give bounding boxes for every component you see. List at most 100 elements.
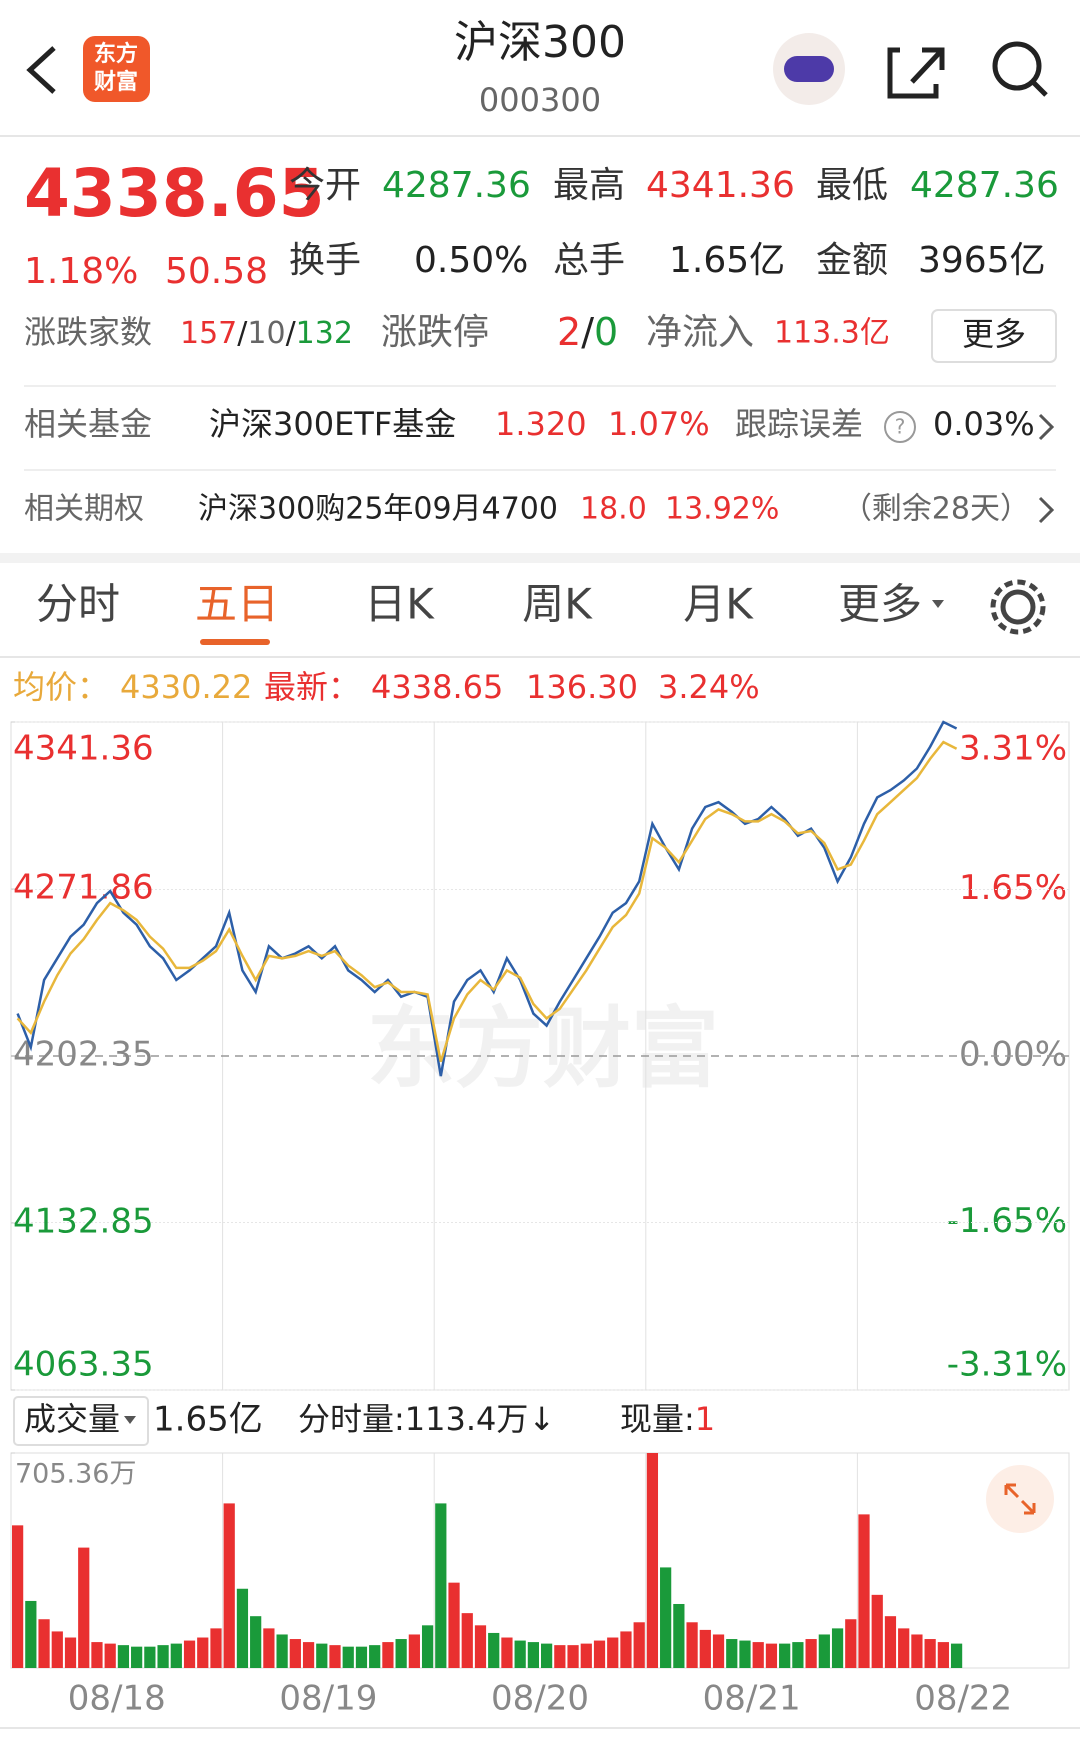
tab[interactable]: 月K [683,580,754,629]
breadth-label: 涨跌家数 [24,313,152,351]
x-tick-label: 08/18 [68,1679,166,1719]
volume-selector[interactable] [13,1396,149,1446]
volume-bar [911,1634,923,1668]
x-tick-label: 08/21 [703,1679,801,1719]
volume-bar [461,1613,473,1668]
volume-bar [12,1525,24,1668]
part: 2 [557,310,581,354]
volume-bar [250,1616,262,1668]
volume-bar [435,1503,447,1668]
volume-bar [157,1645,169,1668]
y-tick-label: 4202.35 [13,1035,154,1075]
volume-bar [554,1645,566,1668]
y2-tick-label: -1.65% [947,1201,1067,1241]
expand-button[interactable] [986,1465,1054,1533]
y-tick-label: 4132.85 [13,1202,154,1242]
field-value: 4341.36 [646,165,795,206]
volume-bar [527,1642,539,1668]
volume-bar [752,1642,764,1668]
part: 157 [180,316,237,351]
volume-bar [845,1619,857,1668]
volume-bar [779,1643,791,1668]
breadth: 157/10/132 [180,316,353,351]
volume-bar [289,1639,301,1668]
settings-teeth [990,579,1046,635]
change-pct: 1.18% [24,251,138,292]
help-mark: ? [895,415,906,439]
volume-bar [514,1640,526,1668]
more-button[interactable] [931,309,1057,363]
volume-bar [104,1643,116,1668]
dropdown-arrow [124,1416,136,1424]
tab[interactable]: 日K [364,580,435,629]
tab[interactable]: 五日 [195,580,279,629]
volume-bar [567,1645,579,1668]
chevron[interactable] [1038,496,1055,524]
part: 0 [594,310,618,354]
volume-bar [858,1514,870,1668]
limit-label: 涨跌停 [381,312,489,353]
price-line [16,740,958,1063]
help-icon[interactable] [884,411,916,443]
legend-change: 136.30 [526,668,638,706]
volume-bar [871,1594,883,1668]
volume-bar [144,1646,156,1668]
tab[interactable]: 更多 [838,580,922,629]
change: 50.58 [165,251,268,292]
price-line [16,720,958,1077]
volume-bar [898,1628,910,1668]
volume-bar [276,1634,288,1668]
volume-bar [91,1642,103,1668]
y2-tick-label: -3.31% [947,1345,1067,1385]
search-icon[interactable] [992,41,1042,91]
fund-name[interactable]: 沪深300ETF基金 [209,405,456,443]
search-handle [1031,80,1048,97]
volume-bar [474,1625,487,1668]
y2-tick-label: 3.31% [959,729,1067,769]
volume-bar [448,1582,460,1668]
volume-bar [131,1646,143,1668]
logo-text: 财富 [94,69,138,95]
volume-bar [673,1603,685,1668]
more-text[interactable]: 更多 [962,315,1026,353]
price: 4338.65 [24,155,325,232]
field-value: 4287.36 [382,165,531,206]
x-tick-label: 08/19 [279,1679,377,1719]
volume-bar [382,1642,394,1668]
volume-bar [117,1645,130,1668]
volume-bar [395,1639,407,1668]
tab[interactable]: 周K [522,580,593,629]
volume-label: 成交量 [24,1400,120,1438]
legend-avg: 4330.22 [120,668,252,706]
settings-icon[interactable] [1000,589,1036,625]
volume-bar [699,1629,711,1668]
volume-bar [924,1639,936,1668]
y2-tick-label: 1.65% [959,868,1067,908]
fund-price: 1.320 [495,405,587,443]
field-label: 总手 [553,240,625,281]
volume-bar [620,1631,632,1668]
volume-bar [660,1567,672,1668]
back-button[interactable] [26,46,56,94]
option-name[interactable]: 沪深300购25年09月4700 [198,492,558,527]
volume-bar [183,1640,196,1668]
volume-bar [818,1634,830,1668]
field-label: 换手 [289,240,361,281]
field-label: 最高 [553,165,625,206]
err-value: 0.03% [933,405,1035,443]
share-icon[interactable] [887,47,945,99]
part: 现量: [620,1400,695,1438]
volume-bar [64,1637,77,1668]
section-gap [0,553,1080,563]
volume-bar [805,1639,817,1668]
volume-bar [210,1628,222,1668]
volume-bar [686,1622,698,1668]
volume-bar [607,1637,619,1668]
fund-label: 相关基金 [24,405,152,443]
field-value: 3965亿 [918,240,1046,281]
volume-bar [223,1503,235,1668]
volume-bar [408,1634,420,1668]
chevron[interactable] [1038,413,1055,441]
tab[interactable]: 分时 [36,580,120,629]
